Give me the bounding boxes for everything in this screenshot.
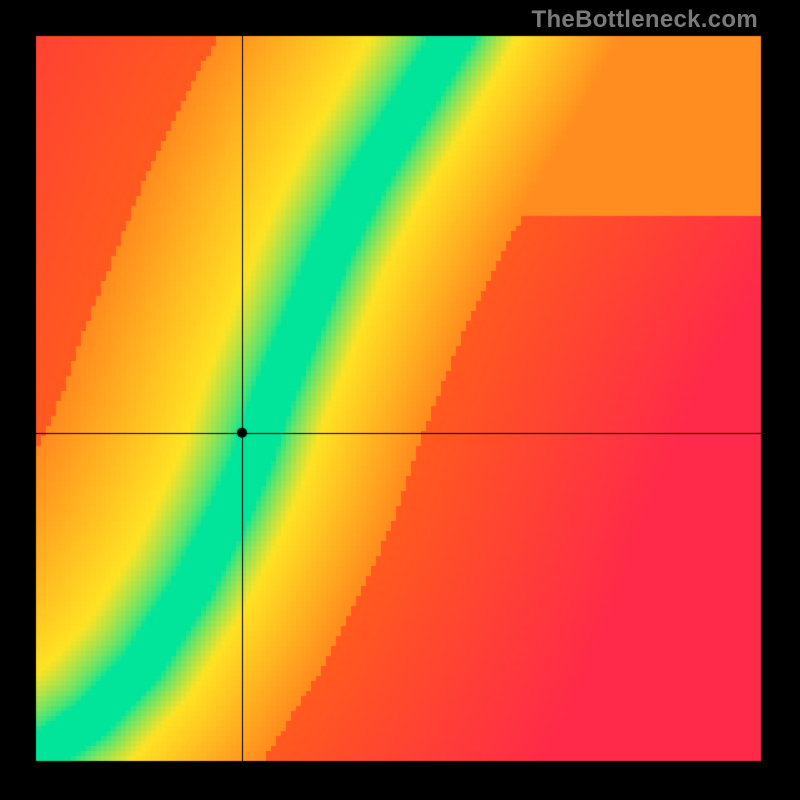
watermark-label: TheBottleneck.com: [532, 6, 758, 34]
bottleneck-heatmap: [0, 0, 800, 800]
